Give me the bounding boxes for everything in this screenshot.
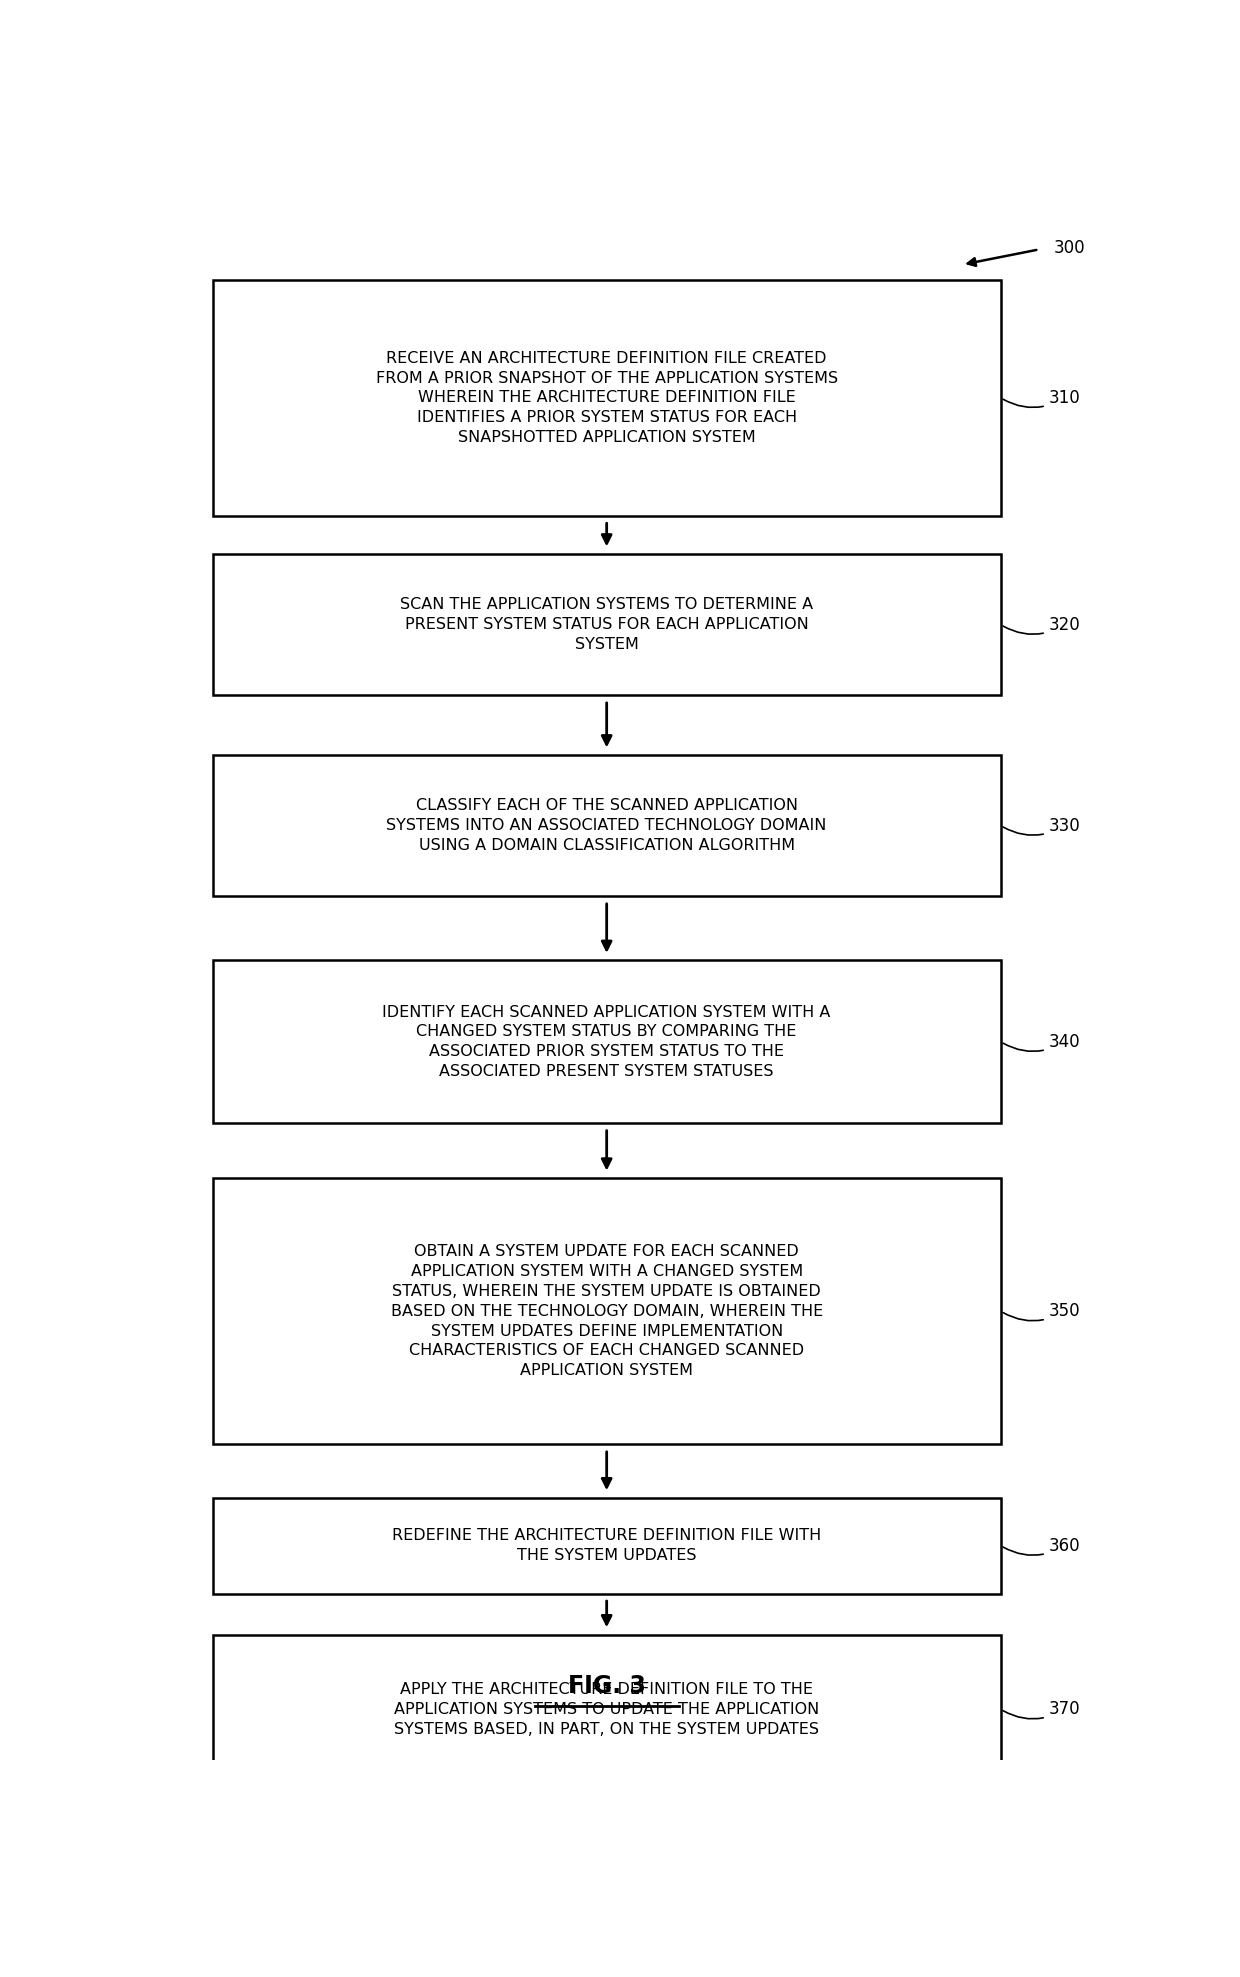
Text: 370: 370 [1003,1700,1080,1718]
FancyBboxPatch shape [213,554,1001,696]
Text: IDENTIFY EACH SCANNED APPLICATION SYSTEM WITH A
CHANGED SYSTEM STATUS BY COMPARI: IDENTIFY EACH SCANNED APPLICATION SYSTEM… [382,1004,831,1079]
Text: 360: 360 [1003,1536,1080,1556]
FancyBboxPatch shape [213,281,1001,516]
FancyBboxPatch shape [213,1635,1001,1783]
Text: APPLY THE ARCHITECTURE DEFINITION FILE TO THE
APPLICATION SYSTEMS TO UPDATE THE : APPLY THE ARCHITECTURE DEFINITION FILE T… [394,1682,820,1736]
FancyBboxPatch shape [213,1178,1001,1445]
Text: FIG. 3: FIG. 3 [568,1675,646,1698]
Text: RECEIVE AN ARCHITECTURE DEFINITION FILE CREATED
FROM A PRIOR SNAPSHOT OF THE APP: RECEIVE AN ARCHITECTURE DEFINITION FILE … [376,350,838,445]
FancyBboxPatch shape [213,961,1001,1123]
FancyBboxPatch shape [213,755,1001,896]
Text: 330: 330 [1003,817,1080,834]
Text: 300: 300 [1054,239,1085,257]
Text: 310: 310 [1003,389,1080,407]
Text: 340: 340 [1003,1032,1080,1052]
Text: 320: 320 [1003,615,1080,635]
Text: REDEFINE THE ARCHITECTURE DEFINITION FILE WITH
THE SYSTEM UPDATES: REDEFINE THE ARCHITECTURE DEFINITION FIL… [392,1528,821,1564]
Text: SCAN THE APPLICATION SYSTEMS TO DETERMINE A
PRESENT SYSTEM STATUS FOR EACH APPLI: SCAN THE APPLICATION SYSTEMS TO DETERMIN… [401,597,813,652]
Text: CLASSIFY EACH OF THE SCANNED APPLICATION
SYSTEMS INTO AN ASSOCIATED TECHNOLOGY D: CLASSIFY EACH OF THE SCANNED APPLICATION… [387,799,827,852]
FancyBboxPatch shape [213,1499,1001,1593]
Text: 350: 350 [1003,1303,1080,1321]
Text: OBTAIN A SYSTEM UPDATE FOR EACH SCANNED
APPLICATION SYSTEM WITH A CHANGED SYSTEM: OBTAIN A SYSTEM UPDATE FOR EACH SCANNED … [391,1244,823,1378]
